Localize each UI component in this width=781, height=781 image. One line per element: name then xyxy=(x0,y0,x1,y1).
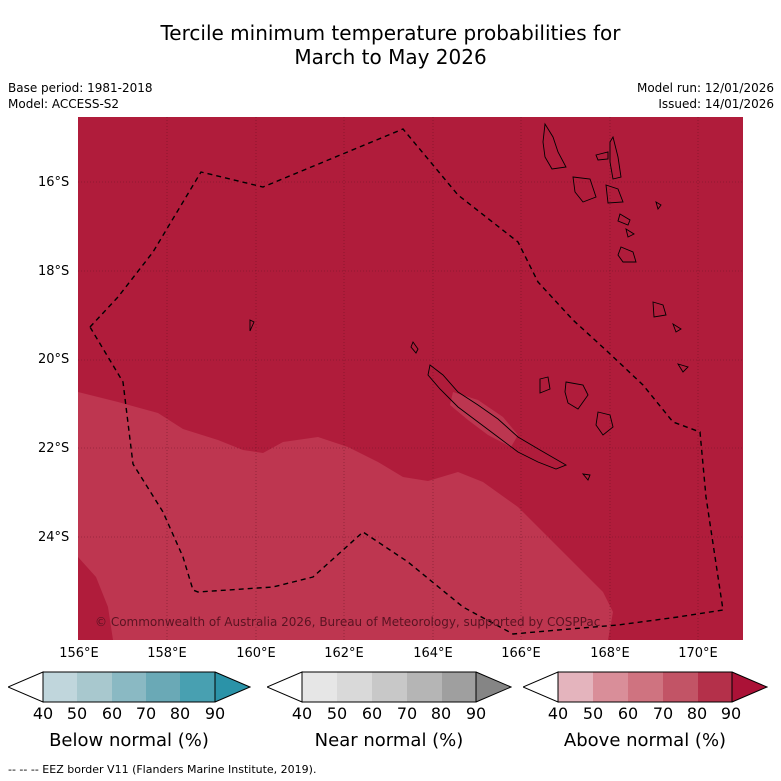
lon-label-160e: 160°E xyxy=(236,646,276,661)
legend-above-swatch-70 xyxy=(663,672,698,702)
island-lifou xyxy=(564,381,589,410)
legend-below-swatch-70 xyxy=(146,672,180,702)
lat-label-16s: 16°S xyxy=(38,175,70,190)
legend-near-swatch-50 xyxy=(337,672,372,702)
legend-above-swatch-50 xyxy=(593,672,628,702)
legend-near-title: Near normal (%) xyxy=(314,730,464,751)
legend-above-tick-50: 50 xyxy=(582,704,604,723)
legend-above-swatch-60 xyxy=(628,672,663,702)
island-new-caledonia xyxy=(427,364,568,470)
legend-below-tick-50: 50 xyxy=(66,704,88,723)
island-walpole xyxy=(581,473,591,481)
legend-near-tick-90: 90 xyxy=(465,704,487,723)
map-title-line1: Tercile minimum temperature probabilitie… xyxy=(160,21,621,45)
island-small-3 xyxy=(249,319,255,332)
lon-label-170e: 170°E xyxy=(678,646,718,661)
island-malakula xyxy=(609,135,622,180)
copyright-notice: © Commonwealth of Australia 2026, Bureau… xyxy=(95,615,600,629)
island-ouvea xyxy=(539,376,551,394)
islands xyxy=(249,122,689,481)
legend-near-tick-50: 50 xyxy=(326,704,348,723)
legend-below-swatch-40 xyxy=(43,672,77,702)
legend-above-tick-80: 80 xyxy=(686,704,708,723)
legend-below-swatch-90 xyxy=(215,672,250,702)
model-name: Model: ACCESS-S2 xyxy=(8,97,120,111)
legend-near-tick-60: 60 xyxy=(361,704,383,723)
legend-above-tick-70: 70 xyxy=(652,704,674,723)
legend-above-swatch-40 xyxy=(558,672,593,702)
island-espiritu-santo xyxy=(542,122,567,170)
legend-below-normal-bar xyxy=(8,671,251,703)
legend-above-swatch-80 xyxy=(698,672,732,702)
island-mare xyxy=(595,411,614,436)
island-aneityum xyxy=(652,301,667,318)
map-title-line2: March to May 2026 xyxy=(294,45,487,69)
lon-label-166e: 166°E xyxy=(501,646,541,661)
legend-near-swatch-80 xyxy=(442,672,476,702)
legend-near-tick-40: 40 xyxy=(291,704,313,723)
lon-label-164e: 164°E xyxy=(413,646,453,661)
legend-near-swatch-60 xyxy=(372,672,407,702)
meta-left: Base period: 1981-2018 Model: ACCESS-S2 xyxy=(8,80,153,112)
lat-label-18s: 18°S xyxy=(38,264,70,279)
map-region-above-70 xyxy=(78,392,613,640)
legend-above-tick-60: 60 xyxy=(617,704,639,723)
island-ile-des-pins xyxy=(410,341,419,354)
island-erromango xyxy=(617,213,631,226)
lon-label-156e: 156°E xyxy=(59,646,99,661)
legend-above-normal-bar xyxy=(523,671,768,703)
legend-above-swatch-90 xyxy=(732,672,767,702)
island-futuna xyxy=(672,322,682,333)
island-small-2 xyxy=(625,228,635,238)
legend-below-swatch-60 xyxy=(112,672,146,702)
legend-below-title: Below normal (%) xyxy=(49,730,209,751)
legend-near-swatch-90 xyxy=(476,672,511,702)
legend-near-normal-bar xyxy=(267,671,512,703)
probability-map: © Commonwealth of Australia 2026, Bureau… xyxy=(78,117,743,640)
map-region-above-60 xyxy=(450,392,518,447)
legend-above-tick-40: 40 xyxy=(547,704,569,723)
lon-label-158e: 158°E xyxy=(147,646,187,661)
island-efate xyxy=(605,184,624,204)
map-region-above-80-south xyxy=(78,557,113,640)
island-epi xyxy=(572,176,597,203)
legend-below-tick-60: 60 xyxy=(101,704,123,723)
eez-border xyxy=(89,128,724,635)
legend-below-tick-40: 40 xyxy=(32,704,54,723)
legend-below-swatch-80 xyxy=(180,672,215,702)
legend-above-tick-90: 90 xyxy=(720,704,742,723)
model-run: Model run: 12/01/2026 xyxy=(636,81,774,95)
meta-right: Model run: 12/01/2026 Issued: 14/01/2026 xyxy=(637,80,774,112)
lat-label-24s: 24°S xyxy=(38,530,70,545)
eez-footnote: -- -- -- EEZ border V11 (Flanders Marine… xyxy=(8,763,317,776)
island-tanna xyxy=(617,246,637,263)
lon-label-168e: 168°E xyxy=(590,646,630,661)
legend-near-swatch-40 xyxy=(302,672,337,702)
legend-below-tick-70: 70 xyxy=(135,704,157,723)
legend-below-tick-90: 90 xyxy=(204,704,226,723)
lat-label-22s: 22°S xyxy=(38,441,70,456)
base-period: Base period: 1981-2018 xyxy=(8,81,153,95)
map-gridlines xyxy=(78,117,743,640)
island-small-1 xyxy=(655,201,662,210)
island-hunter xyxy=(676,363,689,373)
legend-near-tick-80: 80 xyxy=(430,704,452,723)
lon-label-162e: 162°E xyxy=(324,646,364,661)
legend-above-title: Above normal (%) xyxy=(563,730,727,751)
issued-date: Issued: 14/01/2026 xyxy=(658,97,774,111)
island-ambrym xyxy=(595,151,609,161)
legend-below-tick-80: 80 xyxy=(169,704,191,723)
legend-near-tick-70: 70 xyxy=(396,704,418,723)
legend-below-swatch-50 xyxy=(77,672,112,702)
lat-label-20s: 20°S xyxy=(38,352,70,367)
legend-near-swatch-70 xyxy=(407,672,442,702)
